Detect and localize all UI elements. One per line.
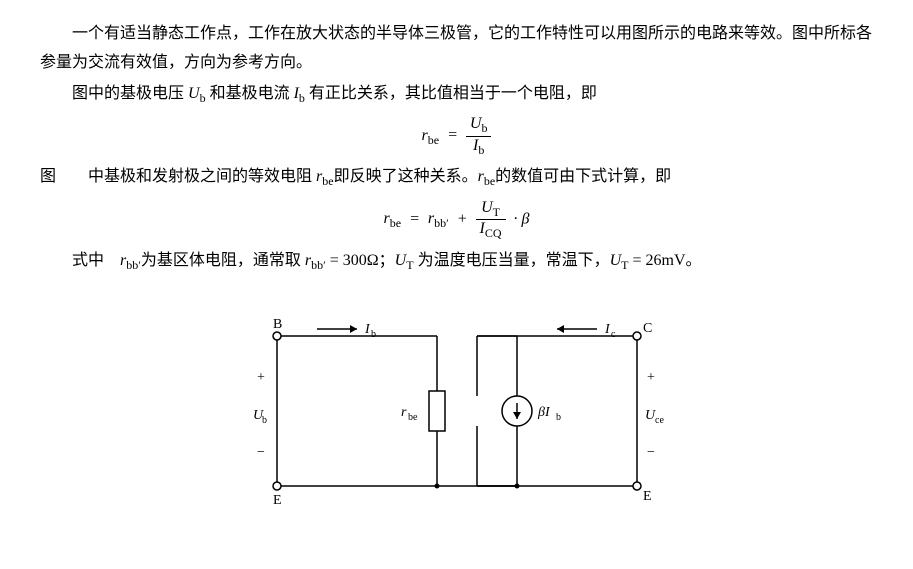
svg-text:I: I bbox=[364, 322, 371, 337]
p4a: 式中 bbox=[72, 252, 120, 269]
svg-text:+: + bbox=[257, 370, 265, 385]
svg-text:b: b bbox=[262, 415, 267, 426]
svg-text:E: E bbox=[273, 493, 282, 508]
p4b: 为基区体电阻，通常取 bbox=[141, 252, 305, 269]
paragraph-4: 式中 rbb′为基区体电阻，通常取 rbb′ = 300Ω；UT 为温度电压当量… bbox=[40, 247, 873, 277]
rbe-1: rbe bbox=[316, 168, 334, 185]
p3a: 图 中基极和发射极之间的等效电阻 bbox=[40, 168, 316, 185]
svg-text:be: be bbox=[408, 412, 418, 423]
svg-text:B: B bbox=[273, 317, 282, 332]
svg-text:I: I bbox=[604, 322, 611, 337]
p3b: 即反映了这种关系。 bbox=[334, 168, 478, 185]
UT-2: UT bbox=[610, 252, 629, 269]
svg-text:c: c bbox=[611, 329, 616, 340]
svg-text:r: r bbox=[401, 405, 407, 420]
p3c: 的数值可由下式计算，即 bbox=[495, 168, 671, 185]
p1-text: 一个有适当静态工作点，工作在放大状态的半导体三极管，它的工作特性可以用图所示的电… bbox=[40, 25, 872, 71]
UT-1: UT bbox=[395, 252, 414, 269]
Ub: Ub bbox=[188, 85, 206, 102]
svg-text:C: C bbox=[643, 321, 652, 336]
rbb-1: rbb′ bbox=[120, 252, 141, 269]
svg-text:ce: ce bbox=[655, 415, 664, 426]
p2c: 有正比关系，其比值相当于一个电阻，即 bbox=[309, 85, 597, 102]
rbe-2: rbe bbox=[478, 168, 496, 185]
p4d: 为温度电压当量，常温下， bbox=[414, 252, 610, 269]
paragraph-1: 一个有适当静态工作点，工作在放大状态的半导体三极管，它的工作特性可以用图所示的电… bbox=[40, 20, 873, 78]
svg-text:−: − bbox=[647, 445, 655, 460]
svg-text:+: + bbox=[647, 370, 655, 385]
svg-text:−: − bbox=[257, 445, 265, 460]
Ib: Ib bbox=[294, 85, 305, 102]
svg-text:βI: βI bbox=[537, 405, 551, 420]
p2b: 和基极电流 bbox=[210, 85, 294, 102]
rbb-2: rbb′ bbox=[305, 252, 326, 269]
p4c: = 300Ω； bbox=[326, 252, 395, 269]
svg-text:b: b bbox=[556, 412, 561, 423]
circuit-diagram: BECEIbIc+Ub−+Uce−rbeβIb bbox=[217, 296, 697, 526]
paragraph-2: 图中的基极电压 Ub 和基极电流 Ib 有正比关系，其比值相当于一个电阻，即 bbox=[40, 80, 873, 110]
svg-text:E: E bbox=[643, 489, 652, 504]
p4e: = 26mV。 bbox=[629, 252, 702, 269]
paragraph-3: 图 中基极和发射极之间的等效电阻 rbe即反映了这种关系。rbe的数值可由下式计… bbox=[40, 163, 873, 193]
svg-text:b: b bbox=[371, 329, 376, 340]
p2a: 图中的基极电压 bbox=[72, 85, 188, 102]
formula-1: rbe = Ub Ib bbox=[40, 115, 873, 157]
formula-2: rbe = rbb′ + UT ICQ · β bbox=[40, 199, 873, 241]
